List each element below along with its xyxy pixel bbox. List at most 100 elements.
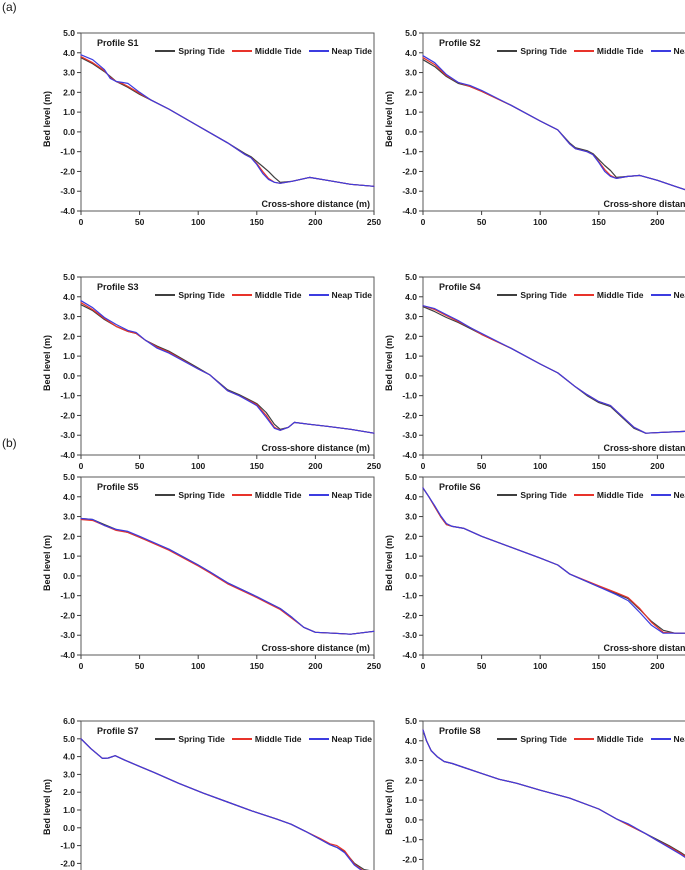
x-axis-tick-label: 250	[367, 461, 381, 471]
legend-entry-middle-tide: Middle Tide	[231, 490, 302, 500]
x-axis-tick-label: 150	[250, 217, 264, 227]
series-line-neap-tide	[80, 54, 375, 187]
x-axis-tick-label: 50	[135, 461, 145, 471]
y-axis-tick-label: -4.0	[60, 650, 75, 660]
legend: Spring Tide Middle Tide Neap Tide	[497, 490, 685, 500]
y-axis-tick-label: -3.0	[402, 186, 417, 196]
series-line-neap-tide	[422, 55, 685, 191]
legend-label: Middle Tide	[596, 290, 644, 300]
legend: Spring Tide Middle Tide Neap Tide	[155, 290, 372, 300]
x-axis-tick-label: 50	[477, 217, 487, 227]
plot-frame	[80, 476, 375, 656]
x-axis-tick-label: 200	[650, 661, 664, 671]
legend-entry-middle-tide: Middle Tide	[573, 734, 644, 744]
y-axis-tick-label: 2.0	[405, 331, 417, 341]
legend-line-sample-icon	[573, 494, 594, 496]
series-line-middle-tide	[80, 56, 375, 187]
legend-line-sample-icon	[155, 50, 176, 52]
legend-line-sample-icon	[231, 50, 252, 52]
legend-label: Neap Tide	[673, 46, 685, 56]
y-axis-tick-label: 3.0	[405, 756, 417, 766]
legend-entry-neap-tide: Neap Tide	[308, 490, 372, 500]
legend-entry-spring-tide: Spring Tide	[155, 734, 225, 744]
series-line-middle-tide	[422, 57, 685, 191]
legend: Spring Tide Middle Tide Neap Tide	[155, 734, 372, 744]
legend-label: Middle Tide	[596, 46, 644, 56]
x-axis-tick-label: 100	[191, 661, 205, 671]
legend-line-sample-icon	[155, 294, 176, 296]
y-axis-tick-label: 2.0	[405, 87, 417, 97]
y-axis-tick-label: 2.0	[63, 87, 75, 97]
y-axis-tick-label: -4.0	[402, 206, 417, 216]
x-axis-tick-label: 0	[421, 217, 426, 227]
plot-frame	[80, 32, 375, 212]
y-axis-tick-label: 2.0	[63, 331, 75, 341]
x-axis-tick-label: 0	[421, 661, 426, 671]
subplot-profile-s2: Bed level (m) Profile S2 Spring Tide Midd…	[383, 20, 685, 232]
legend-entry-neap-tide: Neap Tide	[650, 290, 685, 300]
y-axis-tick-label: 4.0	[405, 48, 417, 58]
legend-label: Neap Tide	[331, 734, 372, 744]
series-line-spring-tide	[422, 729, 685, 857]
x-axis-tick-label: 100	[533, 217, 547, 227]
series-line-spring-tide	[422, 487, 685, 634]
legend-entry-spring-tide: Spring Tide	[497, 734, 567, 744]
series-line-neap-tide	[80, 517, 375, 635]
legend: Spring Tide Middle Tide Neap Tide	[497, 734, 685, 744]
y-axis-tick-label: -3.0	[60, 430, 75, 440]
legend-entry-spring-tide: Spring Tide	[155, 490, 225, 500]
y-axis-tick-label: -1.0	[60, 391, 75, 401]
legend: Spring Tide Middle Tide Neap Tide	[155, 46, 372, 56]
chart-title: Profile S1	[97, 38, 139, 48]
x-axis-title: Cross-shore distance (m)	[603, 643, 685, 653]
chart-title: Profile S6	[439, 482, 481, 492]
panel-b-label: (b)	[2, 436, 17, 450]
y-axis-tick-label: -3.0	[60, 630, 75, 640]
x-axis-tick-label: 0	[79, 461, 84, 471]
legend-entry-neap-tide: Neap Tide	[308, 290, 372, 300]
y-axis-tick-label: 5.0	[63, 28, 75, 38]
y-axis-tick-label: 5.0	[63, 472, 75, 482]
series-line-spring-tide	[80, 738, 370, 870]
plot-frame	[422, 32, 685, 212]
y-axis-tick-label: 4.0	[63, 292, 75, 302]
panel-a-label: (a)	[2, 0, 17, 14]
legend-label: Spring Tide	[520, 734, 567, 744]
y-axis-tick-label: 4.0	[63, 752, 75, 762]
plot-frame	[80, 276, 375, 456]
legend-line-sample-icon	[497, 494, 518, 496]
y-axis-tick-label: 5.0	[405, 472, 417, 482]
legend-label: Middle Tide	[254, 290, 302, 300]
y-axis-tick-label: -2.0	[402, 854, 417, 864]
y-axis-tick-label: 1.0	[63, 351, 75, 361]
legend-label: Middle Tide	[254, 46, 302, 56]
legend-entry-middle-tide: Middle Tide	[573, 46, 644, 56]
series-line-neap-tide	[422, 729, 685, 859]
subplot-profile-s4: Bed level (m) Profile S4 Spring Tide Midd…	[383, 264, 685, 476]
legend-entry-middle-tide: Middle Tide	[573, 290, 644, 300]
y-axis-tick-label: -2.0	[60, 410, 75, 420]
y-axis-tick-label: 3.0	[405, 68, 417, 78]
legend-entry-middle-tide: Middle Tide	[231, 290, 302, 300]
legend-entry-middle-tide: Middle Tide	[231, 734, 302, 744]
y-axis-tick-label: 3.0	[63, 68, 75, 78]
y-axis-tick-label: 5.0	[405, 716, 417, 726]
panel-b-grid: Bed level (m) Profile S5 Spring Tide Midd…	[1, 448, 685, 870]
legend-line-sample-icon	[650, 50, 671, 52]
legend-label: Spring Tide	[178, 734, 225, 744]
y-axis-tick-label: -1.0	[402, 391, 417, 401]
y-axis-tick-label: 4.0	[405, 492, 417, 502]
legend-entry-neap-tide: Neap Tide	[308, 46, 372, 56]
legend-label: Spring Tide	[520, 290, 567, 300]
legend-label: Spring Tide	[178, 490, 225, 500]
x-axis-tick-label: 250	[367, 661, 381, 671]
legend-line-sample-icon	[497, 50, 518, 52]
y-axis-tick-label: -4.0	[60, 206, 75, 216]
legend-label: Spring Tide	[520, 46, 567, 56]
series-line-middle-tide	[422, 487, 685, 634]
y-axis-tick-label: -1.0	[402, 591, 417, 601]
y-axis-tick-label: 5.0	[405, 28, 417, 38]
y-axis-tick-label: -2.0	[60, 858, 75, 868]
panel-a-grid: Bed level (m) Profile S1 Spring Tide Midd…	[1, 4, 685, 492]
legend-line-sample-icon	[155, 494, 176, 496]
